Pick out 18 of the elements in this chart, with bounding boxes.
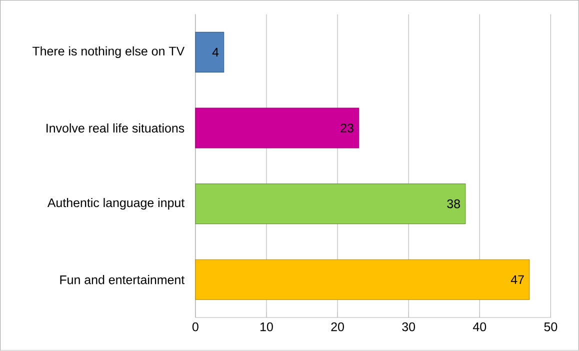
bar (195, 184, 466, 224)
y-tick-label: Fun and entertainment (60, 275, 185, 284)
data-label: 23 (340, 124, 354, 133)
x-tick-label: 30 (402, 322, 416, 332)
x-tick-label: 50 (544, 322, 558, 332)
y-tick-label: Involve real life situations (46, 124, 184, 133)
y-tick-label: Authentic language input (47, 198, 184, 210)
y-tick-label: There is nothing else on TV (32, 46, 185, 58)
bar (195, 32, 224, 73)
data-label: 4 (212, 48, 219, 57)
data-label: 38 (447, 199, 460, 208)
x-tick-label: 20 (331, 322, 344, 332)
data-label: 47 (510, 275, 524, 284)
x-tick-label: 10 (260, 322, 273, 332)
x-tick-label: 0 (192, 322, 198, 332)
bar (195, 259, 530, 300)
bar (195, 108, 360, 148)
x-tick-label: 40 (472, 322, 486, 332)
